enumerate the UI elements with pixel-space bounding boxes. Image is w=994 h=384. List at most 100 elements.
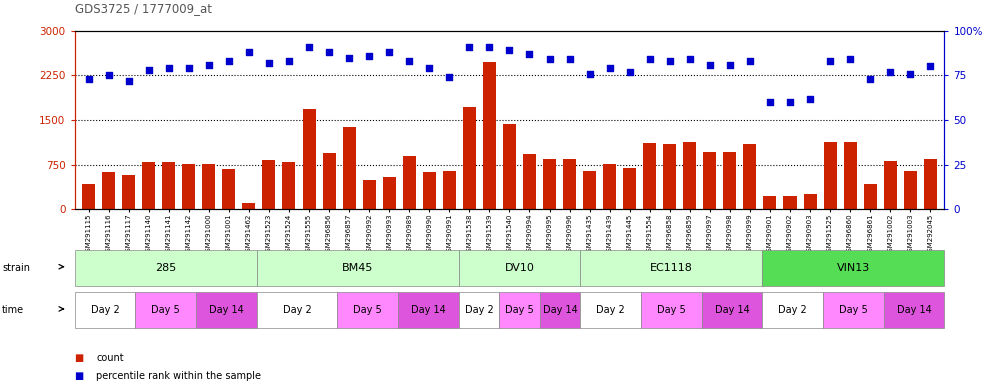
Point bbox=[261, 60, 277, 66]
Text: Day 5: Day 5 bbox=[657, 305, 686, 315]
Point bbox=[301, 44, 317, 50]
Bar bbox=[844, 142, 857, 209]
Bar bbox=[483, 62, 496, 209]
Point bbox=[862, 76, 878, 82]
Text: Day 5: Day 5 bbox=[151, 305, 180, 315]
Point bbox=[201, 61, 217, 68]
Bar bbox=[383, 177, 396, 209]
Text: ■: ■ bbox=[75, 353, 83, 363]
Point bbox=[702, 61, 718, 68]
Bar bbox=[403, 156, 415, 209]
Bar bbox=[243, 204, 255, 209]
Point bbox=[662, 58, 678, 64]
Point bbox=[903, 71, 918, 77]
Text: Day 5: Day 5 bbox=[505, 305, 534, 315]
Text: Day 14: Day 14 bbox=[897, 305, 931, 315]
Bar bbox=[83, 184, 95, 209]
Bar bbox=[763, 196, 776, 209]
Point bbox=[221, 58, 237, 64]
Bar bbox=[223, 169, 236, 209]
Bar bbox=[904, 170, 916, 209]
Text: GDS3725 / 1777009_at: GDS3725 / 1777009_at bbox=[75, 2, 212, 15]
Point bbox=[481, 44, 497, 50]
Text: Day 5: Day 5 bbox=[354, 305, 383, 315]
Point bbox=[141, 67, 157, 73]
Text: Day 14: Day 14 bbox=[412, 305, 446, 315]
Point bbox=[601, 65, 617, 71]
Bar bbox=[503, 124, 516, 209]
Point bbox=[542, 56, 558, 62]
Point bbox=[120, 78, 136, 84]
Text: Day 2: Day 2 bbox=[778, 305, 807, 315]
Bar bbox=[704, 152, 717, 209]
Bar bbox=[803, 194, 816, 209]
Bar bbox=[182, 164, 195, 209]
Text: VIN13: VIN13 bbox=[837, 263, 870, 273]
Point bbox=[100, 72, 116, 78]
Point bbox=[822, 58, 838, 64]
Bar bbox=[422, 172, 435, 209]
Bar bbox=[543, 159, 556, 209]
Point bbox=[81, 76, 96, 82]
Point bbox=[722, 61, 738, 68]
Bar bbox=[824, 142, 837, 209]
Point bbox=[501, 47, 517, 53]
Bar bbox=[162, 162, 175, 209]
Bar bbox=[923, 159, 936, 209]
Bar bbox=[282, 162, 295, 209]
Text: DV10: DV10 bbox=[505, 263, 535, 273]
Text: strain: strain bbox=[2, 263, 30, 273]
Bar bbox=[744, 144, 756, 209]
Point bbox=[562, 56, 578, 62]
Point bbox=[181, 65, 197, 71]
Text: EC1118: EC1118 bbox=[650, 263, 693, 273]
Text: BM45: BM45 bbox=[342, 263, 374, 273]
Point bbox=[402, 58, 417, 64]
Point bbox=[321, 49, 337, 55]
Point bbox=[682, 56, 698, 62]
Point bbox=[762, 99, 778, 105]
Bar bbox=[343, 127, 356, 209]
Bar bbox=[203, 164, 216, 209]
Point bbox=[421, 65, 437, 71]
Point bbox=[161, 65, 177, 71]
Text: Day 14: Day 14 bbox=[543, 305, 578, 315]
Point bbox=[441, 74, 457, 80]
Bar bbox=[262, 161, 275, 209]
Point bbox=[883, 69, 899, 75]
Bar bbox=[563, 159, 577, 209]
Bar bbox=[463, 107, 476, 209]
Point bbox=[341, 55, 357, 61]
Text: Day 14: Day 14 bbox=[209, 305, 244, 315]
Point bbox=[742, 58, 757, 64]
Text: 285: 285 bbox=[155, 263, 176, 273]
Point bbox=[281, 58, 297, 64]
Text: Day 2: Day 2 bbox=[90, 305, 119, 315]
Bar bbox=[683, 142, 697, 209]
Point bbox=[361, 53, 377, 59]
Bar bbox=[363, 180, 376, 209]
Bar bbox=[102, 172, 115, 209]
Text: Day 14: Day 14 bbox=[715, 305, 749, 315]
Text: Day 2: Day 2 bbox=[596, 305, 625, 315]
Text: ■: ■ bbox=[75, 371, 83, 381]
Point bbox=[382, 49, 398, 55]
Bar bbox=[724, 152, 737, 209]
Point bbox=[782, 99, 798, 105]
Bar bbox=[603, 164, 616, 209]
Bar bbox=[864, 184, 877, 209]
Point bbox=[802, 96, 818, 102]
Text: percentile rank within the sample: percentile rank within the sample bbox=[96, 371, 261, 381]
Bar bbox=[783, 195, 796, 209]
Bar bbox=[302, 109, 315, 209]
Bar bbox=[122, 175, 135, 209]
Bar bbox=[322, 153, 336, 209]
Point bbox=[522, 51, 538, 57]
Text: Day 2: Day 2 bbox=[282, 305, 311, 315]
Point bbox=[642, 56, 658, 62]
Bar bbox=[663, 144, 676, 209]
Bar bbox=[523, 154, 536, 209]
Bar bbox=[623, 168, 636, 209]
Point bbox=[581, 71, 597, 77]
Bar bbox=[884, 161, 897, 209]
